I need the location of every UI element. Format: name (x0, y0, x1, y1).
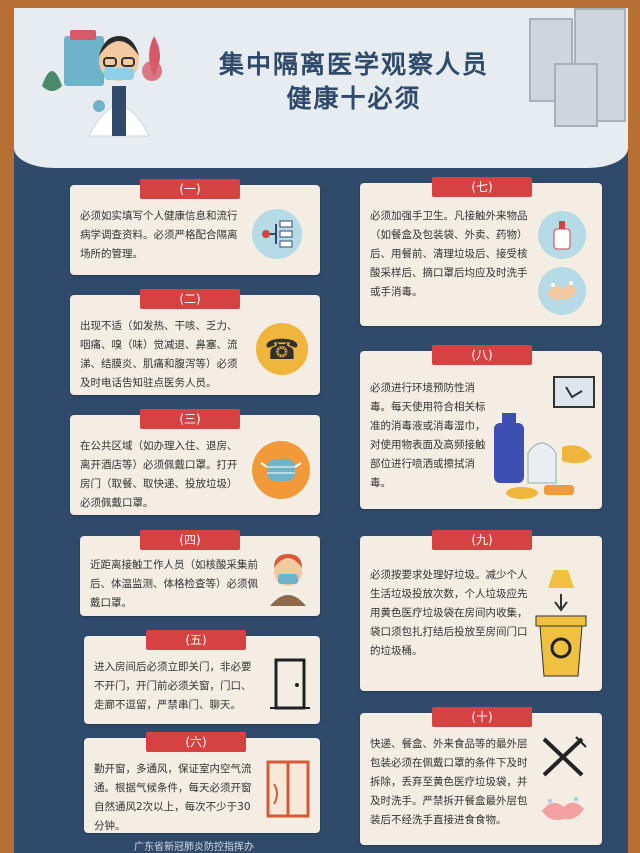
window-icon (266, 760, 310, 820)
footer-text: 广东省新冠肺炎防控指挥办 (134, 842, 254, 853)
list-item: (一) 必须如实填写个人健康信息和流行病学调查资料。必须严格配合隔离场所的管理。 (70, 179, 320, 275)
item-number: (九) (432, 530, 532, 550)
list-item: (六) 勤开窗，多通风，保证室内空气流通。根据气候条件，每天必须开窗自然通风2次… (84, 732, 320, 833)
item-text: 必须加强手卫生。凡接触外来物品（如餐盒及包装袋、外卖、药物）后、用餐前、清理垃圾… (370, 210, 528, 298)
person-mask-icon (266, 550, 312, 606)
poster-title: 集中隔离医学观察人员 健康十必须 (174, 48, 534, 116)
disinfect-icon (492, 373, 598, 505)
door-icon (270, 658, 310, 710)
item-text: 进入房间后必须立即关门，非必要不开门，开门前必须关窗，门口、走廊不逗留，严禁串门… (94, 661, 252, 711)
handwash-icon (538, 789, 588, 829)
title-line-1: 集中隔离医学观察人员 (218, 50, 489, 79)
handwash-icon (538, 267, 586, 315)
list-item: (五) 进入房间后必须立即关门，非必要不开门，开门前必须关窗，门口、走廊不逗留，… (84, 630, 320, 724)
item-number: (五) (146, 630, 246, 650)
item-text: 出现不适（如发热、干咳、乏力、咽痛、嗅（味）觉减退、鼻塞、流涕、结膜炎、肌痛和腹… (80, 320, 238, 389)
item-number: (四) (140, 530, 240, 550)
cutlery-icon (538, 735, 588, 779)
item-text: 必须按要求处理好垃圾。减少个人生活垃圾投放次数，个人垃圾应先用黄色医疗垃圾袋在房… (370, 569, 528, 657)
list-item: (八) 必须进行环境预防性消毒。每天使用符合相关标准的消毒液或消毒湿巾，对使用物… (360, 345, 602, 509)
list-item: (十) 快递、餐盒、外来食品等的最外层包装必须在佩戴口罩的条件下及时拆除，丢弃至… (360, 707, 602, 845)
item-text: 近距离接触工作人员（如核酸采集前后、体温监测、体格检查等）必须佩戴口罩。 (90, 559, 258, 609)
poster: 集中隔离医学观察人员 健康十必须 (一) 必须如实填写个人健康信息和流行病学调查… (14, 8, 628, 853)
building-illustration (554, 63, 598, 127)
item-number: (一) (140, 179, 240, 199)
mask-icon (252, 441, 310, 499)
soap-bottle-icon (538, 211, 586, 259)
item-text: 勤开窗，多通风，保证室内空气流通。根据气候条件，每天必须开窗自然通风2次以上，每… (94, 763, 252, 832)
list-item: (四) 近距离接触工作人员（如核酸采集前后、体温监测、体格检查等）必须佩戴口罩。 (80, 530, 320, 616)
item-number: (十) (432, 707, 532, 727)
list-item: (九) 必须按要求处理好垃圾。减少个人生活垃圾投放次数，个人垃圾应先用黄色医疗垃… (360, 530, 602, 691)
title-line-2: 健康十必须 (286, 84, 422, 113)
header: 集中隔离医学观察人员 健康十必须 (14, 8, 628, 168)
list-item: (二) 出现不适（如发热、干咳、乏力、咽痛、嗅（味）觉减退、鼻塞、流涕、结膜炎、… (70, 289, 320, 395)
item-number: (八) (432, 345, 532, 365)
item-text: 快递、餐盒、外来食品等的最外层包装必须在佩戴口罩的条件下及时拆除，丢弃至黄色医疗… (370, 738, 528, 826)
item-text: 必须进行环境预防性消毒。每天使用符合相关标准的消毒液或消毒湿巾，对使用物表面及高… (370, 382, 486, 489)
item-number: (六) (146, 732, 246, 752)
item-number: (三) (140, 409, 240, 429)
phone-icon: ☎ (256, 323, 308, 375)
item-text: 必须如实填写个人健康信息和流行病学调查资料。必须严格配合隔离场所的管理。 (80, 210, 238, 260)
building-illustration (529, 18, 573, 102)
item-number: (七) (432, 177, 532, 197)
list-item: (三) 在公共区域（如办理入住、退房、离开酒店等）必须佩戴口罩。打开房门（取餐、… (70, 409, 320, 515)
item-number: (二) (140, 289, 240, 309)
doctor-illustration (42, 30, 162, 137)
biohazard-bin-icon (532, 566, 590, 678)
flow-icon (252, 209, 302, 259)
list-item: (七) 必须加强手卫生。凡接触外来物品（如餐盒及包装袋、外卖、药物）后、用餐前、… (360, 177, 602, 326)
item-text: 在公共区域（如办理入住、退房、离开酒店等）必须佩戴口罩。打开房门（取餐、取快递、… (80, 440, 238, 509)
